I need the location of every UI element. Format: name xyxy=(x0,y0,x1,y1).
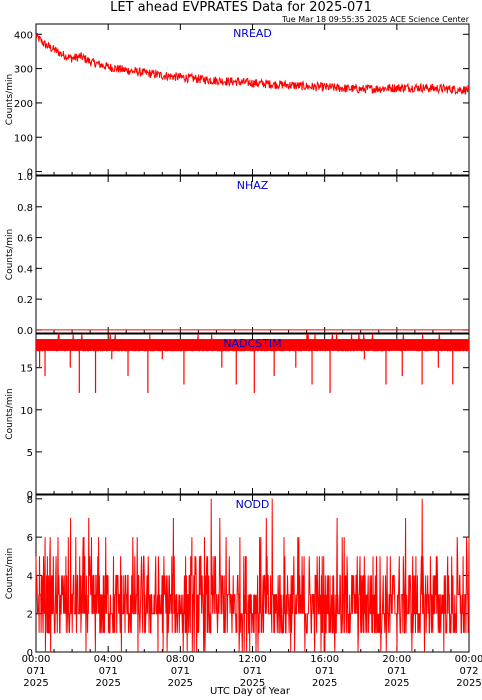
panel-nodd: 0 2 4 6 8 Counts/min NODD xyxy=(5,494,470,659)
x-tick-label: 20:00 xyxy=(382,654,411,665)
series-name: NHAZ xyxy=(237,179,269,192)
plot-frame xyxy=(35,23,470,176)
x-tick-label: 2025 xyxy=(23,678,48,689)
y-tick-label: 0.2 xyxy=(17,295,33,306)
y-tick-label: 0.8 xyxy=(17,203,33,214)
series-line xyxy=(35,32,470,96)
y-tick-label: 0.6 xyxy=(17,234,33,245)
x-tick-label: 071 xyxy=(387,666,406,677)
x-tick-label: 071 xyxy=(243,666,262,677)
x-axis-label: UTC Day of Year xyxy=(210,686,291,697)
y-axis-label: Counts/min xyxy=(5,229,15,280)
y-axis-label: Counts/min xyxy=(5,388,15,439)
y-tick-label: 6 xyxy=(27,533,33,544)
x-tick-label: 2025 xyxy=(95,678,120,689)
x-tick-label: 08:00 xyxy=(166,654,195,665)
y-tick-label: 0 xyxy=(27,168,33,179)
y-tick-label: 15 xyxy=(20,364,33,375)
y-tick-label: 10 xyxy=(20,406,33,417)
x-tick-label: 16:00 xyxy=(310,654,339,665)
panel-nhaz: 0.0 0.2 0.4 0.6 0.8 1.0 Counts/min NHAZ xyxy=(5,172,470,337)
y-tick-label: 0.0 xyxy=(17,326,33,337)
y-axis-label: Counts/min xyxy=(5,74,15,125)
y-tick-label: 0 xyxy=(27,490,33,501)
y-tick-label: 2 xyxy=(27,610,33,621)
plot-frame xyxy=(35,333,470,495)
chart-title: LET ahead EVPRATES Data for 2025-071 xyxy=(110,0,372,15)
x-tick-label: 00:00 xyxy=(455,654,482,665)
series-name: NREAD xyxy=(233,27,272,40)
x-tick-label: 2025 xyxy=(456,678,481,689)
x-tick-label: 2025 xyxy=(240,678,265,689)
x-tick-label: 071 xyxy=(99,666,118,677)
y-tick-label: 4 xyxy=(27,571,33,582)
x-tick-label: 072 xyxy=(459,666,478,677)
x-tick-label: 00:00 xyxy=(22,654,51,665)
panel-nadcstim: 0 5 10 15 Counts/min NADCSTIM xyxy=(5,333,470,501)
y-tick-label: 8 xyxy=(27,495,33,506)
y-tick-label: 0.4 xyxy=(17,264,33,275)
series-line xyxy=(35,498,470,653)
y-axis-label: Counts/min xyxy=(5,548,15,599)
series-name: NODD xyxy=(236,498,270,511)
plot-frame xyxy=(35,175,470,334)
x-tick-label: 2025 xyxy=(384,678,409,689)
x-tick-label: 2025 xyxy=(168,678,193,689)
y-tick-label: 400 xyxy=(14,30,33,41)
y-tick-label: 0 xyxy=(27,648,33,659)
y-tick-label: 5 xyxy=(27,448,33,459)
y-tick-label: 300 xyxy=(14,65,33,76)
series-line xyxy=(36,333,469,352)
timestamp: Tue Mar 18 09:55:35 2025 ACE Science Cen… xyxy=(281,15,470,24)
x-tick-label: 2025 xyxy=(312,678,337,689)
x-tick-label: 071 xyxy=(171,666,190,677)
x-tick-label: 12:00 xyxy=(238,654,267,665)
x-tick-label: 071 xyxy=(26,666,45,677)
series-name: NADCSTIM xyxy=(223,337,281,350)
x-axis-ticks: 00:00071202504:00071202508:00071202512:0… xyxy=(22,654,482,689)
y-tick-label: 100 xyxy=(14,133,33,144)
panel-nread: 0 100 200 300 400 Counts/min NREAD xyxy=(5,23,470,179)
x-tick-label: 071 xyxy=(315,666,334,677)
y-tick-label: 1.0 xyxy=(17,172,33,183)
x-tick-label: 04:00 xyxy=(94,654,123,665)
y-tick-label: 200 xyxy=(14,99,33,110)
